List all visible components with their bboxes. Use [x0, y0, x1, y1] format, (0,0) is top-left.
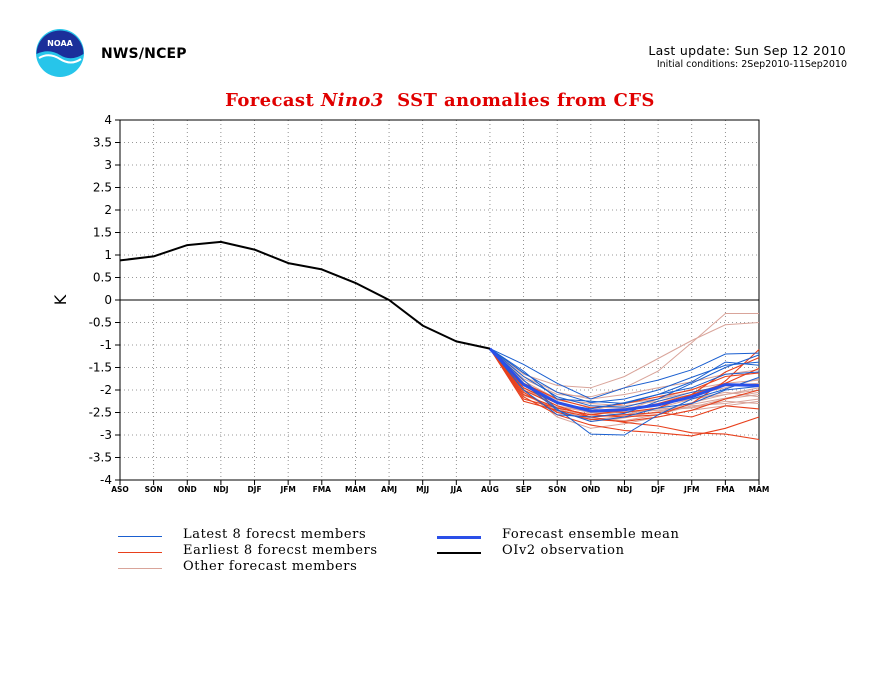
x-tick-label: AUG	[481, 485, 499, 494]
legend-swatch-other	[118, 568, 162, 569]
noaa-logo: NOAA	[36, 29, 84, 77]
chart-title: Forecast Nino3 SST anomalies from CFS	[0, 90, 880, 111]
observation-layer	[119, 240, 491, 350]
y-tick-label: -2	[100, 383, 112, 397]
x-tick-label: NDJ	[617, 485, 633, 494]
legend-swatch-mean	[437, 536, 481, 539]
x-tick-label: ASO	[111, 485, 129, 494]
legend-swatch-observation	[437, 552, 481, 554]
y-tick-label: 2.5	[93, 181, 112, 195]
other-member-line	[489, 348, 760, 423]
ensemble-mean-line	[488, 347, 760, 413]
legend-label-earliest: Earliest 8 forecst members	[183, 543, 378, 558]
x-tick-label: AMJ	[381, 485, 397, 494]
x-tick-label: DJF	[651, 485, 665, 494]
y-tick-label: -3.5	[89, 451, 112, 465]
x-tick-label: DJF	[247, 485, 261, 494]
legend-swatch-earliest	[118, 552, 162, 553]
y-tick-label: 2	[104, 203, 112, 217]
y-tick-label: -2.5	[89, 406, 112, 420]
y-axis-label: K	[51, 294, 70, 305]
legend-label-latest: Latest 8 forecst members	[183, 527, 367, 542]
plot-frame	[119, 119, 760, 481]
agency-label: NWS/NCEP	[101, 46, 187, 62]
y-tick-label: -4	[100, 473, 112, 487]
x-tick-label: FMA	[716, 485, 735, 494]
y-tick-label: 1	[104, 248, 112, 262]
latest-member-line	[489, 348, 760, 400]
x-tick-label: SON	[548, 485, 566, 494]
x-tick-label: JFM	[683, 485, 699, 494]
y-tick-label: 0.5	[93, 271, 112, 285]
x-tick-label: OND	[178, 485, 197, 494]
y-tick-label: 3.5	[93, 136, 112, 150]
title-region: Nino3	[320, 90, 384, 111]
x-tick-label: SON	[145, 485, 163, 494]
grid-layer	[120, 120, 759, 480]
ensemble-mean-layer	[488, 347, 760, 413]
latest-member-line	[489, 348, 760, 408]
legend-label-other: Other forecast members	[183, 559, 358, 574]
y-tick-label: 0	[104, 293, 112, 307]
y-tick-label: -1	[100, 338, 112, 352]
latest-member-line	[489, 348, 760, 404]
other-member-line	[489, 348, 760, 400]
earliest-member-line	[489, 348, 760, 423]
x-tick-label: MJJ	[416, 485, 429, 494]
initial-conditions-text: Initial conditions: 2Sep2010-11Sep2010	[656, 59, 847, 70]
y-tick-label: 4	[104, 113, 112, 127]
other-member-line	[489, 322, 760, 389]
x-tick-label: OND	[581, 485, 600, 494]
y-tick-label: -0.5	[89, 316, 112, 330]
y-tick-label: -3	[100, 428, 112, 442]
legend-label-observation: OIv2 observation	[502, 543, 625, 558]
y-tick-label: 3	[104, 158, 112, 172]
x-tick-label: MAM	[345, 485, 366, 494]
x-tick-label: NDJ	[213, 485, 229, 494]
y-tick-label: -1.5	[89, 361, 112, 375]
legend-swatch-latest	[118, 536, 162, 537]
x-tick-label: JJA	[450, 485, 463, 494]
y-tick-label: 1.5	[93, 226, 112, 240]
legend-label-mean: Forecast ensemble mean	[502, 527, 680, 542]
latest-member-line	[489, 348, 760, 405]
x-tick-label: MAM	[749, 485, 770, 494]
last-update-text: Last update: Sun Sep 12 2010	[648, 43, 846, 58]
earliest-member-line	[489, 348, 760, 437]
x-tick-label: SEP	[516, 485, 533, 494]
earliest-member-line	[489, 348, 760, 418]
x-tick-label: JFM	[279, 485, 295, 494]
observation-line	[119, 240, 491, 350]
title-part-3: SST anomalies from CFS	[383, 90, 655, 111]
x-tick-label: FMA	[313, 485, 332, 494]
logo-text: NOAA	[47, 39, 73, 48]
earliest-member-line	[489, 348, 760, 414]
title-part-1: Forecast	[225, 90, 321, 111]
earliest-member-line	[489, 348, 760, 441]
axis-layer: -4 -3.5 -3 -2.5 -2 -1.5 -1 -0.5 0 0.5 1 1.5 2 2.5 3 3.5…	[89, 113, 770, 494]
